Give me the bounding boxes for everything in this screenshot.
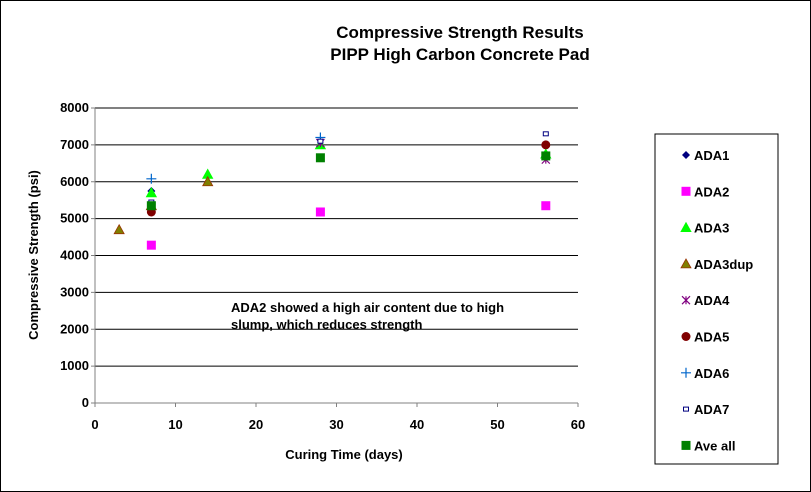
- legend-box: [654, 133, 779, 465]
- legend-label: ADA7: [694, 402, 729, 417]
- data-point: [113, 223, 125, 235]
- series-ada7: [148, 131, 549, 205]
- x-axis-title: Curing Time (days): [285, 447, 403, 462]
- data-point: [541, 140, 551, 150]
- series-ada2: [146, 201, 551, 250]
- legend-marker: [681, 186, 691, 196]
- y-tick-label: 8000: [60, 100, 89, 115]
- x-tick-label: 40: [410, 417, 424, 432]
- annotation-line-1: ADA2 showed a high air content due to hi…: [231, 300, 504, 315]
- y-tick-label: 4000: [60, 248, 89, 263]
- y-axis-title: Compressive Strength (psi): [26, 170, 41, 340]
- data-point: [315, 153, 325, 163]
- data-point: [146, 240, 156, 250]
- x-tick-label: 10: [168, 417, 182, 432]
- legend-marker: [683, 406, 689, 412]
- legend-label: ADA2: [694, 184, 729, 199]
- legend-marker: [681, 332, 691, 341]
- legend-marker: [681, 367, 691, 378]
- annotation-line-2: slump, which reduces strength: [231, 317, 422, 332]
- data-point: [202, 175, 214, 187]
- chart-title-line-2: PIPP High Carbon Concrete Pad: [330, 45, 589, 64]
- data-point: [541, 151, 551, 161]
- data-point: [541, 201, 551, 211]
- legend-label: ADA5: [694, 330, 729, 345]
- series-ave-all: [146, 151, 551, 211]
- chart-title-line-1: Compressive Strength Results: [336, 23, 584, 42]
- legend-label: ADA1: [694, 148, 729, 163]
- legend-marker: [680, 258, 692, 269]
- y-tick-label: 2000: [60, 321, 89, 336]
- legend-marker: [680, 221, 692, 233]
- data-point: [317, 138, 324, 144]
- y-tick-label: 5000: [60, 211, 89, 226]
- legend-marker: [681, 295, 691, 305]
- plot-area: 0 1000 2000 3000 4000 5000 6000 7000 8000 0 10 20 30…: [60, 100, 585, 432]
- legend-label: Ave all: [694, 438, 735, 453]
- legend: ADA1 ADA2 ADA3 ADA3dup ADA4 ADA5 ADA6 ADA7 Ave a…: [654, 133, 779, 465]
- series-ada1: [147, 140, 550, 195]
- y-tick-label: 3000: [60, 284, 89, 299]
- data-point: [146, 201, 156, 211]
- y-tick-label: 1000: [60, 358, 89, 373]
- legend-label: ADA3: [694, 221, 729, 236]
- x-tick-label: 20: [249, 417, 263, 432]
- legend-label: ADA6: [694, 366, 729, 381]
- data-point: [145, 186, 158, 198]
- legend-label: ADA3dup: [694, 257, 753, 272]
- legend-label: ADA4: [694, 293, 730, 308]
- y-tick-label: 7000: [60, 137, 89, 152]
- y-tick-label: 0: [82, 395, 89, 410]
- x-tick-label: 0: [91, 417, 98, 432]
- x-tick-label: 60: [571, 417, 585, 432]
- legend-marker: [681, 440, 691, 450]
- data-point: [315, 207, 325, 217]
- series-ada3dup: [113, 175, 214, 235]
- y-tick-label: 6000: [60, 174, 89, 189]
- x-tick-label: 50: [490, 417, 504, 432]
- series-ada6: [146, 132, 326, 184]
- legend-marker: [682, 151, 690, 159]
- series-ada3: [145, 139, 552, 198]
- data-point: [542, 131, 549, 137]
- x-tick-label: 30: [329, 417, 343, 432]
- data-point: [146, 173, 157, 184]
